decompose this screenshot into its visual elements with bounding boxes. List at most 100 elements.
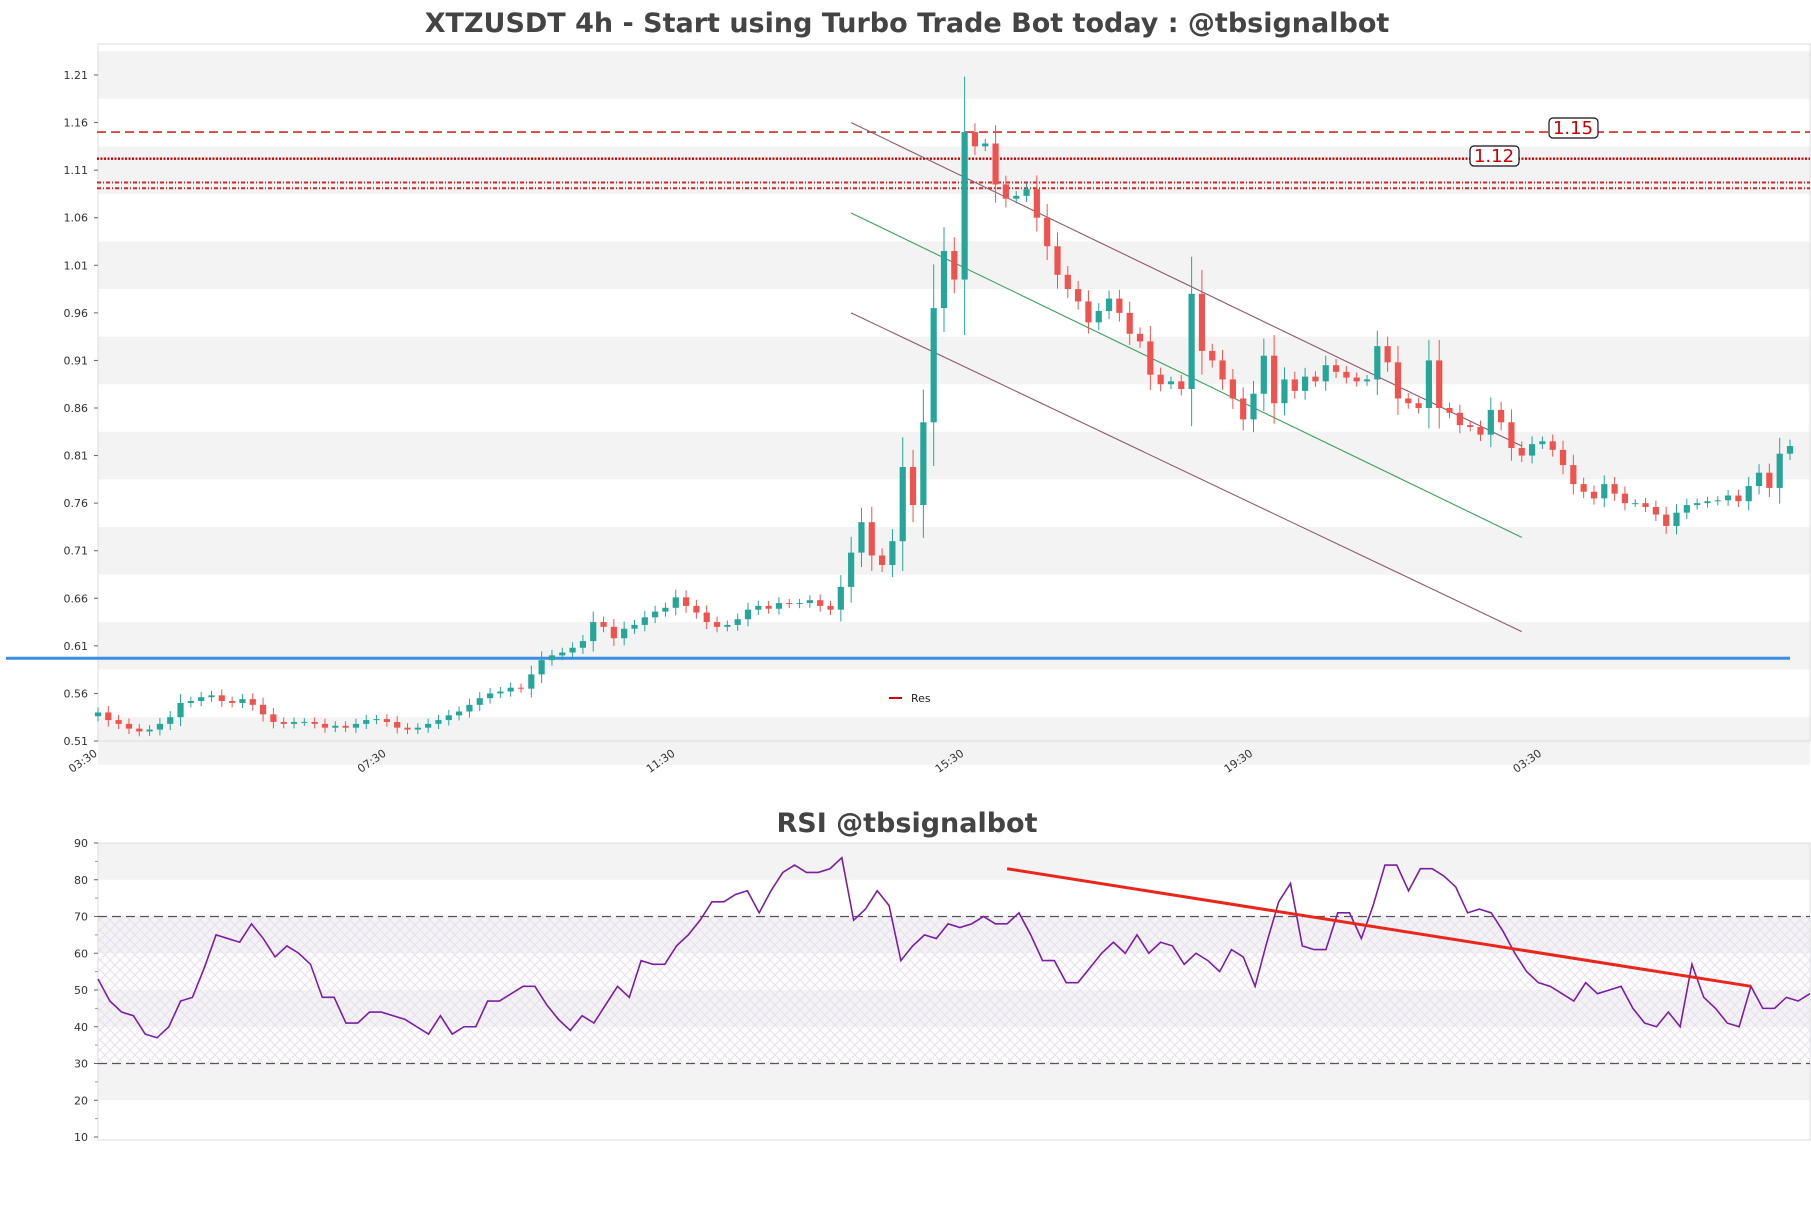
legend-label-res: Res bbox=[911, 692, 931, 705]
price-grid-band bbox=[98, 51, 1810, 99]
candle-body bbox=[1405, 398, 1412, 404]
level-label-1-15: 1.15 bbox=[1548, 117, 1599, 139]
candle-body bbox=[879, 555, 886, 565]
candle-body bbox=[1188, 293, 1195, 389]
rsi-y-tick-label: 60 bbox=[74, 947, 88, 960]
candle-body bbox=[342, 725, 349, 728]
candle-body bbox=[394, 721, 401, 728]
candle-body bbox=[280, 721, 287, 724]
price-y-tick-label: 0.81 bbox=[64, 450, 89, 463]
candle-body bbox=[136, 728, 143, 732]
candles bbox=[94, 76, 1794, 737]
candle-body bbox=[497, 691, 504, 694]
candle-body bbox=[1487, 409, 1494, 435]
rsi-chart-title: RSI @tbsignalbot bbox=[776, 808, 1037, 839]
candle-body bbox=[1652, 506, 1659, 515]
candle-body bbox=[1436, 360, 1443, 408]
candle-body bbox=[631, 624, 638, 629]
candle-body bbox=[1250, 393, 1257, 420]
candle-body bbox=[538, 660, 545, 675]
candle-body bbox=[1539, 441, 1546, 445]
level-label-1-15-box bbox=[1548, 117, 1599, 139]
candle-body bbox=[600, 622, 607, 627]
candle-body bbox=[827, 605, 834, 610]
candle-body bbox=[1343, 371, 1350, 378]
candle-body bbox=[321, 723, 329, 728]
candle-body bbox=[621, 628, 628, 639]
candle-body bbox=[1240, 398, 1247, 420]
candle-body bbox=[1786, 446, 1794, 454]
price-y-ticks: 1.21 1.16 1.11 1.06 1.01 0.96 0.91 0.86 0.81 0.76… bbox=[64, 69, 98, 748]
candle-body bbox=[1415, 403, 1422, 408]
candle-body bbox=[1002, 184, 1009, 199]
rsi-hatched-band bbox=[98, 916, 1810, 1064]
candle-body bbox=[187, 701, 194, 703]
candle-body bbox=[208, 695, 215, 698]
candle-body bbox=[1085, 301, 1092, 323]
rsi-trendline bbox=[1006, 867, 1752, 988]
price-grid-band bbox=[98, 146, 1810, 194]
candle-body bbox=[1374, 346, 1381, 380]
candle-body bbox=[239, 699, 246, 703]
rsi-line bbox=[97, 856, 1811, 1039]
candle-body bbox=[404, 727, 411, 730]
price-y-tick-label: 0.96 bbox=[64, 307, 89, 320]
price-y-tick-label: 1.21 bbox=[64, 69, 89, 82]
candle-body bbox=[259, 704, 267, 715]
candle-body bbox=[672, 597, 679, 608]
candle-body bbox=[641, 617, 648, 625]
candle-body bbox=[1013, 195, 1020, 199]
candle-body bbox=[1105, 298, 1113, 311]
candle-body bbox=[456, 711, 463, 716]
candle-body bbox=[249, 699, 256, 705]
candle-body bbox=[1632, 503, 1639, 505]
candle-body bbox=[610, 626, 617, 639]
candle-body bbox=[383, 719, 390, 722]
candle-body bbox=[1673, 512, 1680, 526]
price-y-tick-label: 0.71 bbox=[64, 545, 89, 558]
candle-body bbox=[662, 607, 669, 612]
candle-body bbox=[1467, 425, 1474, 428]
candle-body bbox=[1776, 453, 1783, 488]
candle-body bbox=[786, 603, 793, 605]
rsi-y-tick-label: 70 bbox=[74, 911, 88, 924]
candle-body bbox=[1735, 495, 1742, 502]
candle-body bbox=[1353, 377, 1360, 382]
candle-body bbox=[1198, 293, 1206, 351]
candle-body bbox=[1528, 444, 1536, 456]
candle-body bbox=[177, 702, 184, 718]
candle-body bbox=[1167, 381, 1175, 385]
candle-body bbox=[167, 717, 174, 724]
candle-body bbox=[868, 522, 875, 556]
candle-body bbox=[858, 522, 865, 553]
rsi-y-tick-label: 90 bbox=[74, 837, 88, 850]
rsi-reference-lines bbox=[98, 915, 1810, 1065]
candle-body bbox=[1054, 246, 1061, 275]
candle-body bbox=[435, 720, 442, 724]
candle-body bbox=[1044, 217, 1051, 247]
candle-body bbox=[920, 422, 927, 506]
level-label-1-12-box bbox=[1469, 145, 1520, 167]
price-y-tick-label: 1.16 bbox=[64, 117, 89, 130]
candle-body bbox=[806, 600, 813, 604]
candle-body bbox=[156, 723, 163, 730]
price-y-tick-label: 0.91 bbox=[64, 354, 89, 367]
price-y-tick-label: 1.11 bbox=[64, 164, 89, 177]
price-plot-frame bbox=[97, 43, 1811, 742]
price-grid-band bbox=[98, 622, 1810, 670]
candle-body bbox=[1291, 379, 1298, 391]
candle-body bbox=[1157, 374, 1164, 385]
candle-body bbox=[1260, 355, 1267, 394]
price-y-tick-label: 1.01 bbox=[64, 259, 89, 272]
candle-body bbox=[755, 605, 762, 610]
price-y-tick-label: 0.61 bbox=[64, 640, 89, 653]
candle-body bbox=[1694, 503, 1701, 506]
candle-body bbox=[1456, 412, 1463, 426]
level-label-1-15-text: 1.15 bbox=[1553, 118, 1593, 139]
candle-body bbox=[693, 605, 700, 613]
rsi-grid-bands bbox=[98, 843, 1810, 1101]
candle-body bbox=[476, 698, 483, 705]
candle-body bbox=[1766, 472, 1773, 488]
rsi-y-tick-label: 50 bbox=[74, 984, 88, 997]
